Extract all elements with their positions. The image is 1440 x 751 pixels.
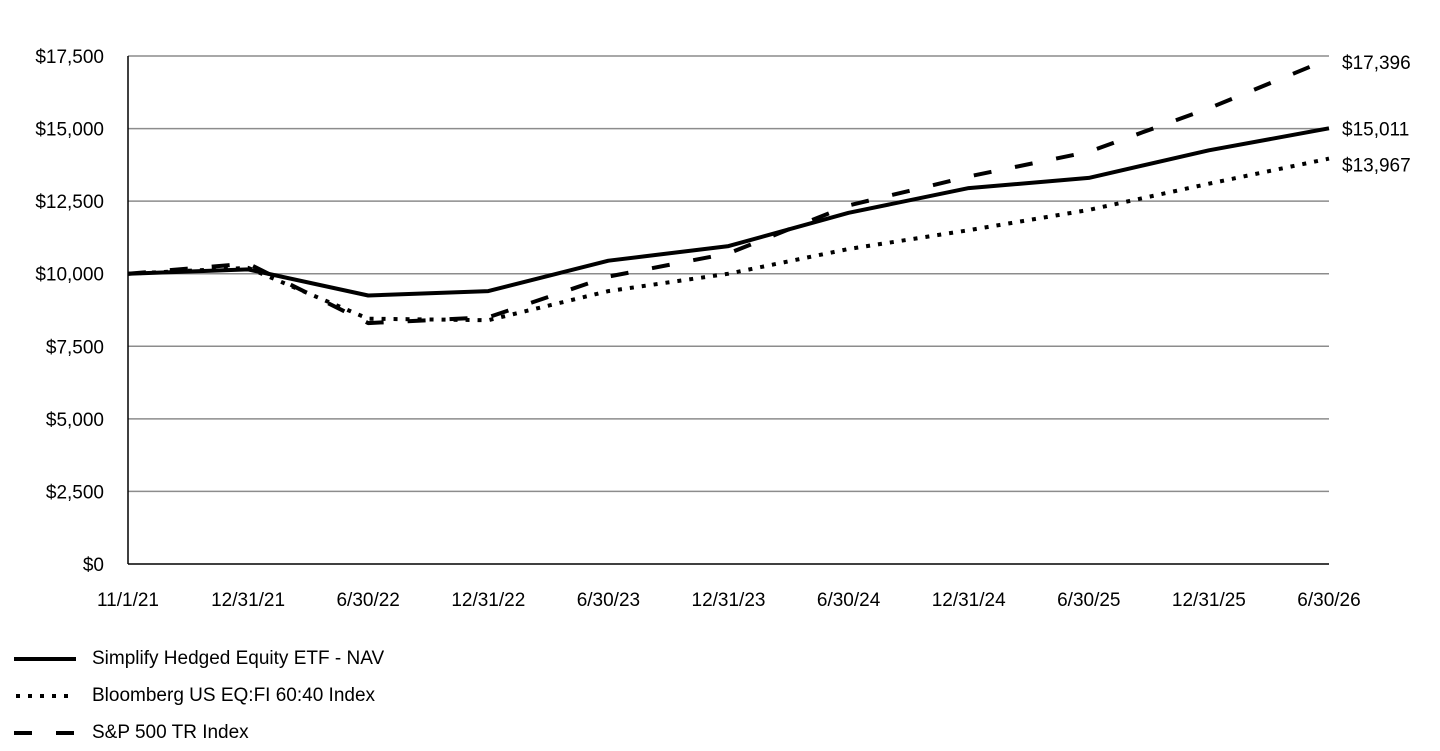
gridlines: [128, 55, 1329, 493]
x-tick-label: 12/31/21: [211, 590, 285, 611]
x-tick-label: 11/1/21: [97, 590, 159, 611]
series-lines: [127, 57, 1330, 326]
legend-item-bloomberg: Bloomberg US EQ:FI 60:40 Index: [14, 677, 384, 714]
legend-label-sp500: S&P 500 TR Index: [92, 721, 249, 743]
y-tick-label: $0: [83, 555, 104, 576]
dotted-line-swatch: [16, 693, 76, 698]
x-tick-label: 6/30/24: [817, 590, 881, 611]
end-value-label: $13,967: [1342, 156, 1411, 177]
series-line-dotted: [127, 156, 1330, 323]
y-tick-label: $10,000: [35, 265, 104, 286]
x-tick-label: 6/30/23: [577, 590, 640, 611]
x-tick-label: 12/31/24: [932, 590, 1006, 611]
y-tick-label: $12,500: [35, 192, 104, 213]
legend-item-nav: Simplify Hedged Equity ETF - NAV: [14, 640, 384, 677]
end-value-label: $17,396: [1342, 53, 1411, 74]
y-tick-label: $2,500: [46, 482, 104, 503]
dashed-line-swatch: [14, 730, 76, 735]
y-tick-labels: $0 $2,500 $5,000 $7,500 $10,000 $12,500 $15,00…: [35, 47, 104, 576]
legend-item-sp500: S&P 500 TR Index: [14, 714, 384, 751]
y-tick-label: $15,000: [35, 120, 104, 141]
axes: [127, 56, 1329, 565]
x-tick-label: 6/30/25: [1057, 590, 1120, 611]
end-value-label: $15,011: [1342, 119, 1409, 140]
x-tick-label: 12/31/22: [451, 590, 525, 611]
x-tick-label: 12/31/23: [692, 590, 766, 611]
series-line-solid: [127, 126, 1330, 298]
x-tick-label: 6/30/26: [1297, 590, 1360, 611]
end-value-labels: $15,011 $13,967 $17,396: [1342, 53, 1411, 177]
line-chart: $0 $2,500 $5,000 $7,500 $10,000 $12,500 $15,00…: [35, 47, 1411, 611]
legend: Simplify Hedged Equity ETF - NAV Bloombe…: [14, 640, 384, 751]
legend-label-nav: Simplify Hedged Equity ETF - NAV: [92, 647, 385, 669]
y-tick-label: $5,000: [46, 410, 104, 431]
y-tick-label: $17,500: [35, 47, 104, 68]
x-tick-label: 12/31/25: [1172, 590, 1246, 611]
y-tick-label: $7,500: [46, 337, 104, 358]
legend-label-bloomberg: Bloomberg US EQ:FI 60:40 Index: [92, 684, 376, 706]
x-tick-labels: 11/1/21 12/31/21 6/30/22 12/31/22 6/30/23 12/…: [97, 590, 1361, 611]
x-tick-label: 6/30/22: [336, 590, 399, 611]
solid-line-swatch: [14, 656, 76, 661]
